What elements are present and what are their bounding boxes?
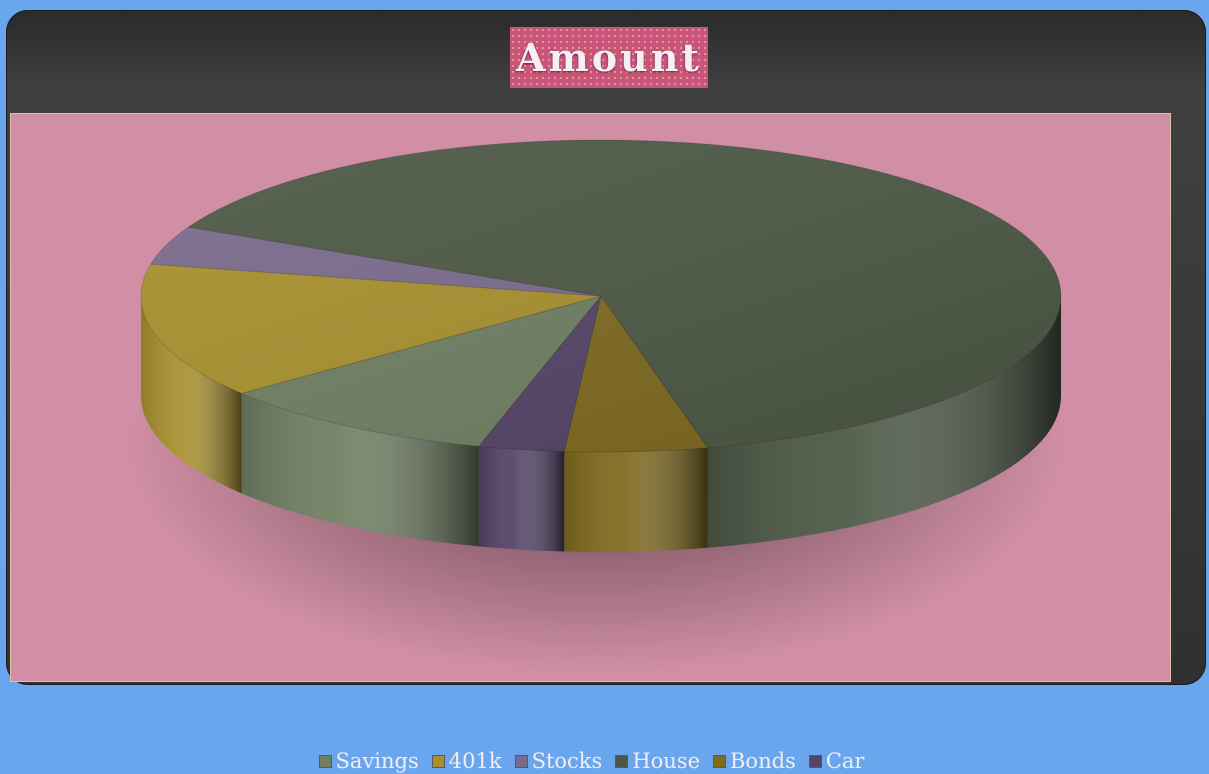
legend: Savings 401k Stocks House Bonds Car bbox=[11, 748, 1172, 774]
legend-label-savings: Savings bbox=[335, 749, 419, 773]
legend-item-car: Car bbox=[808, 749, 865, 773]
pie-side-shade-bonds bbox=[564, 447, 708, 552]
legend-label-bonds: Bonds bbox=[730, 749, 796, 773]
legend-swatch-401k bbox=[431, 754, 445, 768]
legend-label-car: Car bbox=[825, 749, 865, 773]
legend-label-401k: 401k bbox=[448, 749, 502, 773]
legend-item-house: House bbox=[615, 749, 700, 773]
legend-swatch-savings bbox=[318, 754, 332, 768]
pie-top-highlight bbox=[141, 140, 1061, 452]
legend-item-bonds: Bonds bbox=[713, 749, 796, 773]
legend-swatch-house bbox=[615, 754, 629, 768]
pie-side-shade-401k bbox=[141, 296, 242, 494]
legend-swatch-stocks bbox=[514, 754, 528, 768]
chart-title: Amount bbox=[510, 27, 708, 88]
pie-side-shade-car bbox=[478, 446, 565, 552]
plot-area: Savings 401k Stocks House Bonds Car bbox=[10, 113, 1171, 773]
legend-item-savings: Savings bbox=[318, 749, 419, 773]
pie-side-shade-savings bbox=[241, 393, 479, 547]
pie-chart bbox=[126, 139, 1066, 674]
legend-label-house: House bbox=[632, 749, 700, 773]
legend-item-401k: 401k bbox=[431, 749, 502, 773]
legend-item-stocks: Stocks bbox=[514, 749, 603, 773]
legend-swatch-bonds bbox=[713, 754, 726, 768]
pie-side-shade-house bbox=[707, 296, 1061, 548]
legend-swatch-car bbox=[808, 754, 822, 768]
legend-label-stocks: Stocks bbox=[531, 749, 603, 773]
